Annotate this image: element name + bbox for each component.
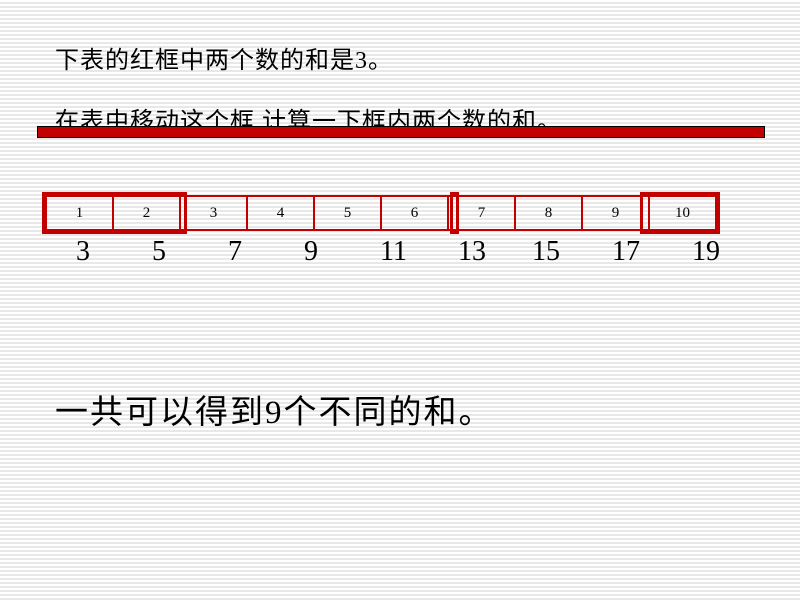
cell-6: 6 — [380, 195, 449, 231]
table-row: 1 2 3 4 5 6 7 8 9 10 — [45, 195, 715, 231]
number-table: 1 2 3 4 5 6 7 8 9 10 — [45, 195, 715, 231]
cell-2: 2 — [112, 195, 181, 231]
sum-value: 5 — [152, 236, 166, 268]
cell-3: 3 — [179, 195, 248, 231]
cell-7: 7 — [447, 195, 516, 231]
sum-value: 17 — [612, 236, 640, 268]
cell-1: 1 — [45, 195, 114, 231]
conclusion-text: 一共可以得到9个不同的和。 — [55, 385, 494, 433]
cell-5: 5 — [313, 195, 382, 231]
sums-row: 35791113151719 — [76, 236, 712, 268]
sum-value: 9 — [304, 236, 318, 268]
sum-value: 13 — [458, 236, 486, 268]
cell-4: 4 — [246, 195, 315, 231]
red-underline-bar — [37, 126, 765, 138]
sum-value: 19 — [692, 236, 720, 268]
sum-value: 3 — [76, 236, 90, 268]
cell-8: 8 — [514, 195, 583, 231]
sum-value: 11 — [380, 236, 407, 268]
cell-10: 10 — [648, 195, 717, 231]
cell-9: 9 — [581, 195, 650, 231]
sum-value: 15 — [532, 236, 560, 268]
sum-value: 7 — [228, 236, 242, 268]
problem-line-1: 下表的红框中两个数的和是3。 — [55, 40, 745, 75]
